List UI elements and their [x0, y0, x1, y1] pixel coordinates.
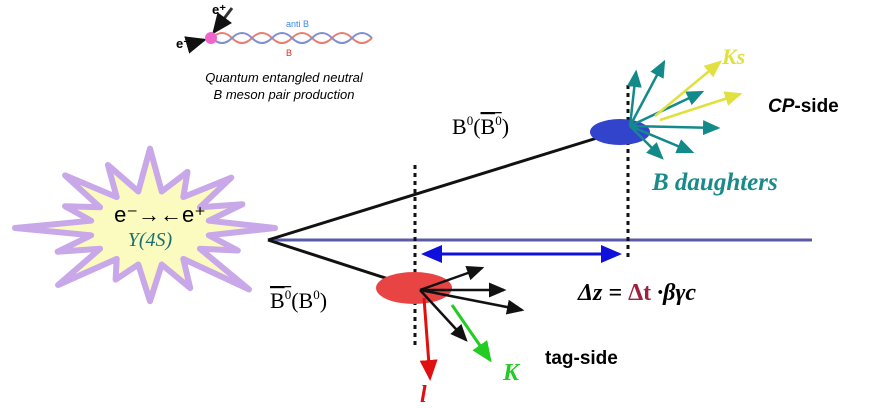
- cp-track: [267, 132, 611, 242]
- side: -side: [794, 96, 838, 117]
- paren: ): [502, 114, 509, 139]
- cp: CP: [768, 96, 795, 117]
- lepton-label: l: [420, 382, 427, 408]
- tag-daughters: [419, 265, 525, 342]
- e-plus: e⁺: [212, 2, 226, 17]
- meson: B: [452, 114, 467, 139]
- daughter-track: [629, 90, 705, 128]
- paren: (: [473, 114, 480, 139]
- lepton-track: [419, 297, 438, 381]
- daughter-track: [419, 288, 525, 315]
- ks-track: [659, 91, 743, 122]
- e-plus-arrow: [212, 7, 234, 35]
- tag-b-meson: [376, 272, 452, 304]
- cp-meson-label: B0(B0): [452, 113, 509, 139]
- explosion: [12, 145, 278, 305]
- meson-sup: 0: [467, 113, 474, 128]
- daughter-track: [419, 265, 485, 292]
- k-label: K: [502, 360, 521, 386]
- cp-b-meson: [590, 119, 650, 145]
- daughter-track: [628, 59, 666, 127]
- ks-daughters: [654, 60, 743, 122]
- daughter-track: [419, 289, 468, 342]
- meson-sup: 0: [495, 113, 502, 128]
- anti-b-label: anti B: [286, 19, 309, 29]
- boost: ·βγc: [651, 280, 696, 306]
- collision-label: e⁻→←e⁺: [114, 202, 206, 227]
- daughter-track: [629, 120, 721, 136]
- daughter-track: [629, 125, 664, 160]
- cp-side-label: CP-side: [768, 96, 839, 117]
- meson-sup: 0: [313, 287, 320, 302]
- collision-ball: [205, 32, 217, 44]
- ks-track: [654, 60, 722, 117]
- meson: B: [299, 288, 314, 313]
- formula: Δz = Δt ·βγc: [577, 280, 696, 306]
- paren: ): [320, 288, 327, 313]
- daughter-track: [629, 124, 695, 154]
- ks-label: Ks: [721, 44, 745, 69]
- e-minus: e⁻: [176, 36, 190, 51]
- caption: B meson pair production: [214, 87, 355, 102]
- delta-t: Δt: [628, 280, 651, 306]
- inset: e⁺ e⁻ anti B B Quantum entangled neutral…: [176, 2, 373, 102]
- meson: B: [270, 288, 285, 313]
- paren: (: [291, 288, 298, 313]
- meson-sup: 0: [285, 287, 292, 302]
- e-minus-arrow: [184, 36, 207, 54]
- caption: Quantum entangled neutral: [205, 70, 364, 85]
- tag-meson-label: B0(B0): [270, 287, 327, 313]
- delta-z: Δz =: [577, 280, 628, 306]
- b-daughters-label: B daughters: [651, 169, 778, 196]
- kaon-track: [450, 304, 492, 363]
- tag-side-label: tag-side: [545, 348, 618, 369]
- b-label: B: [286, 48, 292, 58]
- cp-daughters: [626, 59, 721, 160]
- meson: B: [481, 114, 496, 139]
- daughter-track: [626, 69, 642, 127]
- helix-blue: [211, 32, 373, 44]
- resonance-label: Υ(4S): [128, 229, 173, 251]
